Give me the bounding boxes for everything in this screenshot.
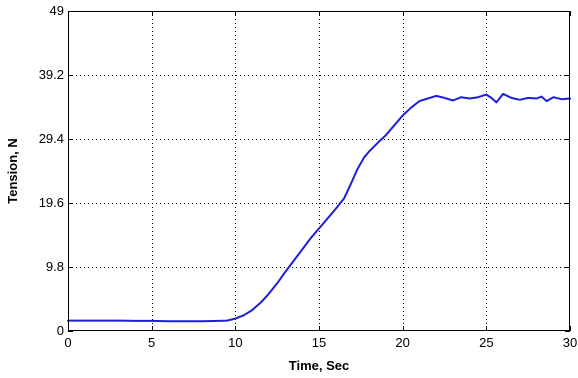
x-tick-label: 10 <box>228 335 242 350</box>
tension-series-line <box>67 92 571 323</box>
y-axis-label: Tension, N <box>5 138 20 203</box>
series-layer <box>67 92 571 323</box>
y-tick-label: 39.2 <box>39 67 64 82</box>
x-tick-label: 25 <box>479 335 493 350</box>
x-axis-label: Time, Sec <box>289 358 349 373</box>
y-tick-label: 29.4 <box>39 131 64 146</box>
y-tick-label: 49 <box>50 3 64 18</box>
x-tick-label: 30 <box>563 335 577 350</box>
y-axis-tick-labels: 0 9.8 19.6 29.4 39.2 49 <box>39 3 64 338</box>
x-tick-label: 0 <box>64 335 71 350</box>
y-tick-label: 19.6 <box>39 195 64 210</box>
x-tick-label: 20 <box>395 335 409 350</box>
y-tick-label: 9.8 <box>46 259 64 274</box>
grid <box>68 11 570 331</box>
x-tick-label: 15 <box>312 335 326 350</box>
x-tick-label: 5 <box>148 335 155 350</box>
y-tick-label: 0 <box>57 323 64 338</box>
plot-frame <box>68 11 570 331</box>
x-axis-tick-labels: 0 5 10 15 20 25 30 <box>64 335 577 350</box>
